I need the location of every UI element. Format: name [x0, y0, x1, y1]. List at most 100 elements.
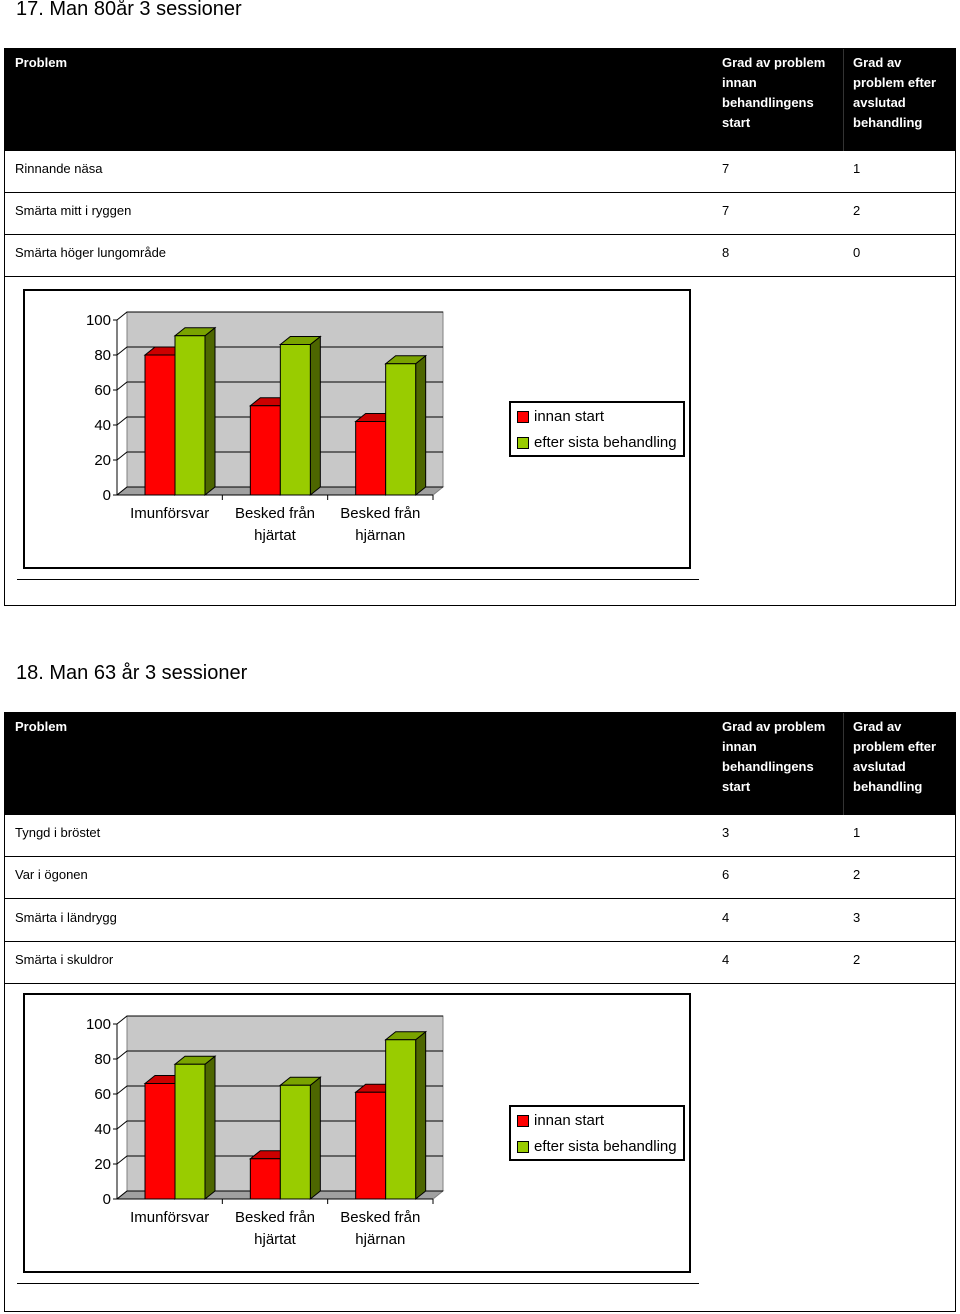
- gridline: [116, 416, 443, 426]
- y-tick-label: 80: [94, 1051, 111, 1068]
- x-tick-label: Imunförsvar: [130, 505, 209, 522]
- bar-side: [415, 1030, 427, 1201]
- patient-table: Problem Grad av problem innan behandling…: [4, 48, 956, 606]
- row-before: 7: [722, 203, 730, 218]
- gridline: [116, 1085, 443, 1095]
- bar: [249, 1158, 281, 1200]
- bar: [279, 1084, 311, 1200]
- bar-side: [309, 335, 321, 497]
- chart-svg: 0 20 40 60 80 100 Imunförsvar Besked från hjärta…: [86, 311, 445, 544]
- table-row: Smärta mitt i ryggen 7 2: [5, 193, 955, 235]
- row-before: 4: [722, 952, 730, 967]
- row-problem: Smärta mitt i ryggen: [15, 203, 132, 218]
- row-after: 2: [853, 203, 861, 218]
- bar-side: [415, 354, 427, 497]
- y-tick-label: 100: [86, 312, 111, 329]
- row-before: 4: [722, 910, 730, 925]
- divider: [17, 579, 699, 580]
- row-after: 0: [853, 245, 861, 260]
- gridline: [116, 1050, 443, 1060]
- row-problem: Rinnande näsa: [15, 161, 103, 176]
- table-row: Tyngd i bröstet 3 1: [5, 815, 955, 857]
- y-tick-label: 60: [94, 1086, 111, 1103]
- bar-chart: 0 20 40 60 80 100 Imunförsvar Besked från hjärta…: [23, 993, 691, 1273]
- bar-chart: 0 20 40 60 80 100 Imunförsvar Besked från hjärta…: [23, 289, 691, 569]
- gridline: [116, 1120, 443, 1130]
- gridline: [116, 451, 443, 461]
- header-after: Grad av problem efter avslutad behandlin…: [853, 719, 937, 794]
- gridline: [116, 1190, 443, 1200]
- x-tick-label: Imunförsvar: [130, 1209, 209, 1226]
- table-row: Var i ögonen 6 2: [5, 857, 955, 899]
- patient-table: Problem Grad av problem innan behandling…: [4, 712, 956, 1312]
- bar: [249, 405, 281, 496]
- y-tick-label: 100: [86, 1016, 111, 1033]
- row-problem: Var i ögonen: [15, 867, 88, 882]
- legend-item: efter sista behandling: [517, 433, 677, 453]
- bar: [279, 344, 311, 496]
- x-tick-label: Besked från hjärnan: [340, 1209, 420, 1248]
- gridline: [116, 311, 443, 321]
- x-tick-label: Besked från hjärnan: [340, 505, 420, 544]
- legend-item: innan start: [517, 407, 604, 427]
- row-after: 1: [853, 161, 861, 176]
- bar: [144, 354, 176, 496]
- bar: [355, 1091, 387, 1200]
- header-after: Grad av problem efter avslutad behandlin…: [853, 55, 937, 130]
- bar: [174, 335, 206, 496]
- header-before: Grad av problem innan behandlingens star…: [722, 719, 826, 794]
- x-tick-label: Besked från hjärtat: [235, 505, 315, 544]
- row-problem: Smärta i skuldror: [15, 952, 114, 967]
- row-before: 6: [722, 867, 730, 882]
- row-problem: Smärta i ländrygg: [15, 910, 117, 925]
- table-header: Problem Grad av problem innan behandling…: [5, 49, 955, 151]
- x-tick-label: Besked från hjärtat: [235, 1209, 315, 1248]
- legend-item: innan start: [517, 1111, 604, 1131]
- header-before: Grad av problem innan behandlingens star…: [722, 55, 826, 130]
- chart-legend: innan start efter sista behandling: [509, 401, 685, 457]
- table-row: Smärta höger lungområde 8 0: [5, 235, 955, 277]
- gridline: [116, 381, 443, 391]
- y-tick-label: 20: [94, 452, 111, 469]
- bar: [355, 421, 387, 496]
- table-row: Rinnande näsa 7 1: [5, 151, 955, 193]
- table-row: Smärta i ländrygg 4 3: [5, 900, 955, 942]
- row-after: 2: [853, 867, 861, 882]
- y-tick-label: 80: [94, 347, 111, 364]
- bar-side: [309, 1076, 321, 1201]
- bar-side: [204, 326, 216, 497]
- row-before: 7: [722, 161, 730, 176]
- legend-label: efter sista behandling: [534, 434, 677, 451]
- legend-item: efter sista behandling: [517, 1137, 677, 1157]
- row-problem: Tyngd i bröstet: [15, 825, 101, 840]
- bar: [174, 1063, 206, 1200]
- bar: [385, 363, 417, 496]
- divider: [17, 1283, 699, 1284]
- header-problem: Problem: [15, 719, 68, 734]
- chart-svg: 0 20 40 60 80 100 Imunförsvar Besked från hjärta…: [86, 1015, 445, 1248]
- section-title: 18. Man 63 år 3 sessioner: [16, 662, 248, 684]
- row-before: 8: [722, 245, 730, 260]
- y-tick-label: 40: [94, 1121, 111, 1138]
- bar: [385, 1039, 417, 1200]
- row-problem: Smärta höger lungområde: [15, 245, 167, 260]
- legend-label: innan start: [534, 1112, 605, 1129]
- chart-legend: innan start efter sista behandling: [509, 1105, 685, 1161]
- y-tick-label: 20: [94, 1156, 111, 1173]
- section-title: 17. Man 80år 3 sessioner: [16, 0, 242, 20]
- y-tick-label: 0: [103, 1191, 111, 1208]
- row-before: 3: [722, 825, 730, 840]
- row-after: 3: [853, 910, 861, 925]
- header-problem: Problem: [15, 55, 68, 70]
- y-tick-label: 60: [94, 382, 111, 399]
- gridline: [116, 1155, 443, 1165]
- row-after: 1: [853, 825, 861, 840]
- legend-label: innan start: [534, 408, 605, 425]
- y-tick-label: 40: [94, 417, 111, 434]
- gridline: [116, 1015, 443, 1025]
- legend-label: efter sista behandling: [534, 1138, 677, 1155]
- row-after: 2: [853, 952, 861, 967]
- table-header: Problem Grad av problem innan behandling…: [5, 713, 955, 815]
- bar: [144, 1083, 176, 1200]
- gridline: [116, 346, 443, 356]
